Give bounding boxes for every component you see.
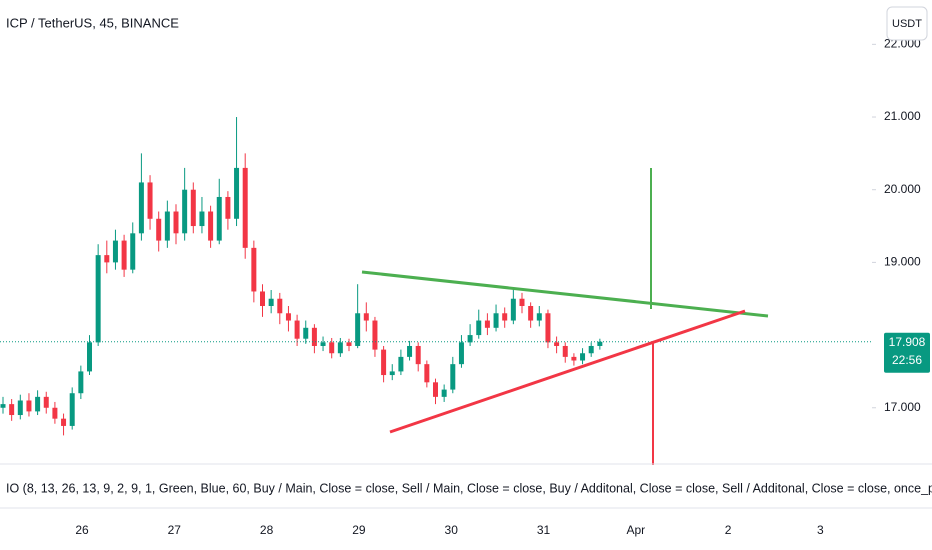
candle-body [588, 345, 594, 354]
x-tick-label: 29 [352, 523, 366, 537]
candle-body [251, 247, 257, 292]
candle-body [580, 353, 586, 361]
candle-body [571, 356, 577, 361]
candle-body [277, 298, 283, 314]
candle-body [242, 167, 248, 248]
candle-body [363, 313, 369, 321]
candle-body [441, 389, 447, 397]
candle-body [346, 342, 352, 346]
candle-body [156, 218, 162, 241]
candle-body [536, 313, 542, 321]
trendline-upper [361, 270, 769, 318]
candle-body [26, 400, 32, 412]
candle-body [493, 313, 499, 328]
candle-body [95, 255, 101, 343]
candle-body [17, 400, 23, 416]
candle-body [112, 240, 118, 263]
candle-body [225, 196, 231, 219]
candle-body [43, 396, 49, 408]
candle-body [355, 313, 361, 346]
last-price-badge [884, 332, 930, 373]
candle-body [320, 342, 326, 346]
candle-body [199, 211, 205, 227]
candle-body [52, 407, 58, 419]
candle-body [9, 404, 15, 416]
candle-body [389, 371, 395, 376]
candle-body [294, 320, 300, 339]
x-tick-label: 31 [537, 523, 551, 537]
candle-body [458, 342, 464, 365]
candle-body [303, 327, 309, 339]
candle-body [372, 320, 378, 350]
x-tick-label: 30 [445, 523, 459, 537]
x-tick-label: 28 [260, 523, 274, 537]
candle-body [337, 342, 343, 354]
candle-body [415, 345, 421, 365]
x-tick-label: 26 [75, 523, 89, 537]
candle-body [381, 349, 387, 376]
candle-body [562, 345, 568, 357]
currency-button[interactable] [886, 6, 928, 41]
countdown-label: 22:56 [892, 353, 922, 367]
x-tick-label: 2 [725, 523, 732, 537]
candle-body [260, 291, 265, 307]
candle-body [484, 320, 490, 328]
candle-body [285, 313, 291, 321]
candle-body [329, 342, 335, 354]
x-tick-label: 3 [817, 523, 824, 537]
candle-body [311, 327, 317, 346]
plot-area [0, 117, 872, 436]
candle-body [121, 240, 127, 270]
x-tick-label: 27 [168, 523, 182, 537]
y-tick-label: 19.000 [884, 255, 921, 269]
candle-body [510, 298, 516, 321]
candle-body [528, 306, 534, 321]
indicator-label: IO (8, 13, 26, 13, 9, 2, 9, 1, Green, Bl… [6, 481, 932, 495]
candle-body [0, 404, 6, 408]
candle-body [35, 396, 41, 412]
candle-body [208, 211, 214, 241]
candle-body [182, 189, 188, 234]
candle-body [147, 182, 153, 219]
candle-body [597, 341, 603, 346]
candle-body [216, 196, 222, 241]
candle-body [398, 356, 404, 372]
candle-body [268, 298, 274, 307]
candle-body [554, 342, 560, 346]
candle-body [130, 233, 136, 270]
candle-body [424, 364, 430, 383]
candle-body [519, 298, 525, 307]
candle-body [450, 364, 456, 390]
candle-body [502, 313, 508, 321]
currency-button-label[interactable]: USDT [892, 18, 922, 30]
x-tick-label: Apr [626, 523, 645, 537]
candle-body [87, 342, 92, 372]
symbol-title: ICP / TetherUS, 45, BINANCE [6, 15, 179, 30]
candle-body [407, 345, 413, 357]
y-tick-label: 21.000 [884, 109, 921, 123]
candle-body [138, 182, 144, 234]
candle-body [78, 371, 84, 394]
candle-body [61, 418, 67, 426]
y-tick-label: 17.000 [884, 400, 921, 414]
candle-body [104, 255, 110, 263]
candle-body [476, 320, 482, 336]
candle-body [433, 382, 438, 397]
candle-body [234, 167, 240, 219]
candle-body [173, 211, 179, 234]
candle-body [467, 335, 473, 343]
candle-body [190, 189, 196, 227]
candle-body [545, 313, 551, 343]
last-price-label: 17.908 [889, 335, 926, 349]
trendline-lower [389, 309, 746, 434]
candle-body [69, 393, 75, 426]
y-tick-label: 20.000 [884, 182, 921, 196]
candle-body [164, 211, 170, 241]
